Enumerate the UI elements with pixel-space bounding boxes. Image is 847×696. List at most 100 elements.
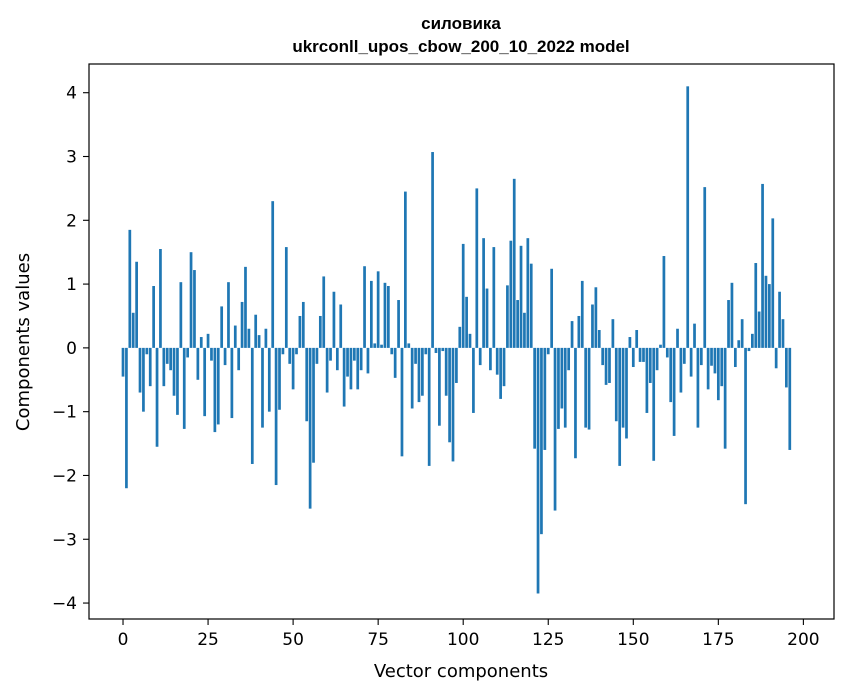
bar-11 xyxy=(159,249,162,348)
bar-131 xyxy=(567,347,571,371)
bar-167 xyxy=(689,347,693,377)
x-axis-ticks: 0 25 50 75 100 125 150 175 200 xyxy=(118,619,820,650)
bar-103 xyxy=(472,347,475,413)
bar-57 xyxy=(315,347,319,364)
bar-171 xyxy=(703,187,707,348)
x-tick-label: 100 xyxy=(447,630,479,650)
bar-139 xyxy=(594,287,598,348)
bar-26 xyxy=(210,347,213,361)
bar-15 xyxy=(172,347,176,396)
bar-76 xyxy=(380,344,383,348)
bar-186 xyxy=(754,263,758,348)
bar-135 xyxy=(580,280,584,348)
bar-9 xyxy=(152,286,155,348)
bar-31 xyxy=(227,282,230,348)
y-tick-label: 2 xyxy=(66,211,77,231)
bar-112 xyxy=(502,347,506,387)
bar-93 xyxy=(438,347,441,426)
bar-54 xyxy=(305,347,309,422)
bar-45 xyxy=(274,347,278,486)
bar-146 xyxy=(618,347,622,466)
bar-156 xyxy=(652,347,656,461)
bar-13 xyxy=(165,347,169,364)
bar-161 xyxy=(669,347,673,403)
bar-7 xyxy=(145,347,149,355)
bar-44 xyxy=(271,201,275,348)
bar-1 xyxy=(125,347,128,489)
y-tick-label: 1 xyxy=(66,275,77,295)
bar-107 xyxy=(485,288,489,348)
bar-123 xyxy=(540,347,543,535)
bar-91 xyxy=(431,152,434,348)
bar-96 xyxy=(448,347,451,443)
bar-20 xyxy=(189,252,193,348)
bar-71 xyxy=(363,266,366,348)
bar-33 xyxy=(233,325,237,348)
bar-126 xyxy=(550,268,554,348)
bar-89 xyxy=(424,347,428,355)
bar-8 xyxy=(148,347,152,387)
bar-158 xyxy=(659,344,662,348)
bar-102 xyxy=(468,333,472,348)
bar-90 xyxy=(427,347,431,466)
bar-179 xyxy=(730,282,734,348)
bar-110 xyxy=(495,347,499,375)
bar-16 xyxy=(176,347,179,415)
x-tick-label: 50 xyxy=(282,630,304,650)
bar-28 xyxy=(216,347,220,425)
bar-47 xyxy=(281,347,285,355)
bar-19 xyxy=(186,347,190,358)
bar-196 xyxy=(788,347,792,450)
bar-82 xyxy=(400,347,404,457)
bar-60 xyxy=(325,347,329,393)
bar-127 xyxy=(553,347,557,511)
bar-193 xyxy=(778,291,781,348)
bar-175 xyxy=(716,347,720,401)
bar-95 xyxy=(444,347,448,396)
x-tick-label: 175 xyxy=(702,630,734,650)
bar-176 xyxy=(720,347,724,387)
bar-69 xyxy=(356,347,360,390)
bar-164 xyxy=(679,347,683,393)
bar-170 xyxy=(699,347,703,366)
bar-106 xyxy=(482,238,485,348)
bar-50 xyxy=(291,347,295,390)
bar-174 xyxy=(713,347,717,374)
bar-98 xyxy=(455,347,458,383)
x-tick-label: 25 xyxy=(197,630,219,650)
bar-173 xyxy=(710,347,713,366)
bar-49 xyxy=(288,347,292,364)
bar-92 xyxy=(434,347,438,353)
bar-48 xyxy=(284,247,288,348)
bar-66 xyxy=(346,347,349,377)
bar-61 xyxy=(329,347,332,361)
bar-177 xyxy=(723,347,727,449)
bar-72 xyxy=(366,347,370,374)
bar-163 xyxy=(676,328,679,348)
bar-77 xyxy=(383,282,387,348)
bar-119 xyxy=(526,238,530,348)
bar-52 xyxy=(298,315,302,348)
bar-187 xyxy=(757,311,761,348)
bar-172 xyxy=(706,347,710,390)
bar-29 xyxy=(220,306,224,348)
bar-40 xyxy=(257,335,261,348)
bar-122 xyxy=(536,347,540,594)
bar-59 xyxy=(322,276,326,348)
bar-147 xyxy=(621,347,625,428)
bar-189 xyxy=(764,275,768,348)
bar-178 xyxy=(727,300,730,348)
bar-134 xyxy=(577,315,581,348)
bar-64 xyxy=(339,304,343,348)
y-tick-label: 0 xyxy=(66,339,77,359)
bar-190 xyxy=(768,284,771,348)
bar-159 xyxy=(662,256,666,348)
bar-105 xyxy=(478,347,482,366)
bar-27 xyxy=(213,347,217,433)
bar-117 xyxy=(519,245,523,348)
bar-86 xyxy=(414,347,417,364)
bar-169 xyxy=(696,347,700,428)
bar-182 xyxy=(740,319,744,348)
bar-99 xyxy=(458,326,462,348)
